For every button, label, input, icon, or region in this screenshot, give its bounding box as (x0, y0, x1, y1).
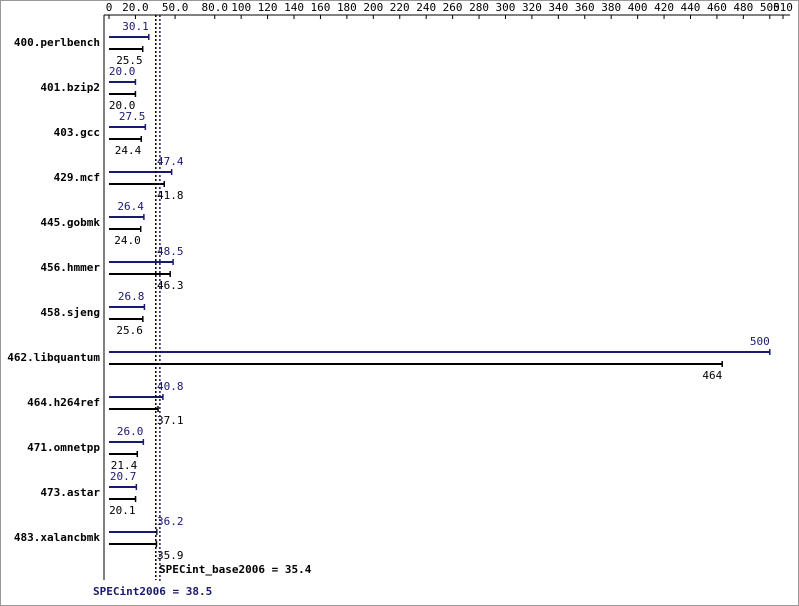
value-label: 26.4 (117, 200, 144, 213)
category-label: 429.mcf (54, 171, 100, 184)
x-tick-label: 360 (575, 1, 595, 14)
category-label: 473.astar (40, 486, 100, 499)
x-tick-label: 100 (231, 1, 251, 14)
category-label: 400.perlbench (14, 36, 100, 49)
x-tick-label: 260 (443, 1, 463, 14)
value-label: 27.5 (119, 110, 146, 123)
value-label: 20.0 (109, 65, 136, 78)
x-tick-label: 380 (601, 1, 621, 14)
x-tick-label: 80.0 (201, 1, 228, 14)
legend-label: SPECint2006 = 38.5 (93, 585, 212, 598)
x-tick-label: 420 (654, 1, 674, 14)
category-label: 445.gobmk (40, 216, 100, 229)
x-tick-label: 0 (106, 1, 113, 14)
x-tick-label: 120 (258, 1, 278, 14)
x-tick-label: 340 (548, 1, 568, 14)
category-label: 462.libquantum (7, 351, 100, 364)
x-tick-label: 20.0 (122, 1, 149, 14)
value-label: 20.0 (109, 99, 136, 112)
value-label: 47.4 (157, 155, 184, 168)
x-tick-label: 220 (390, 1, 410, 14)
value-label: 20.7 (110, 470, 137, 483)
x-tick-label: 200 (363, 1, 383, 14)
value-label: 24.4 (115, 144, 142, 157)
value-label: 41.8 (157, 189, 184, 202)
value-label: 25.5 (116, 54, 143, 67)
x-tick-label: 300 (496, 1, 516, 14)
category-label: 471.omnetpp (27, 441, 100, 454)
x-tick-label: 180 (337, 1, 357, 14)
x-tick-label: 280 (469, 1, 489, 14)
x-tick-label: 460 (707, 1, 727, 14)
value-label: 37.1 (157, 414, 184, 427)
x-tick-label: 400 (628, 1, 648, 14)
legend-label: SPECint_base2006 = 35.4 (159, 563, 312, 576)
category-label: 456.hmmer (40, 261, 100, 274)
value-label: 36.2 (157, 515, 184, 528)
value-label: 40.8 (157, 380, 184, 393)
value-label: 500 (750, 335, 770, 348)
category-label: 401.bzip2 (40, 81, 100, 94)
value-label: 20.1 (109, 504, 136, 517)
value-label: 48.5 (157, 245, 184, 258)
x-tick-label: 320 (522, 1, 542, 14)
category-label: 464.h264ref (27, 396, 100, 409)
x-tick-label: 240 (416, 1, 436, 14)
value-label: 25.6 (116, 324, 143, 337)
value-label: 46.3 (157, 279, 184, 292)
value-label: 30.1 (122, 20, 149, 33)
x-tick-label: 50.0 (162, 1, 189, 14)
category-label: 403.gcc (54, 126, 100, 139)
x-tick-label: 160 (311, 1, 331, 14)
value-label: 26.8 (118, 290, 145, 303)
value-label: 464 (702, 369, 722, 382)
category-label: 458.sjeng (40, 306, 100, 319)
value-label: 35.9 (157, 549, 184, 562)
x-tick-label: 500 (760, 1, 780, 14)
x-tick-label: 480 (733, 1, 753, 14)
category-label: 483.xalancbmk (14, 531, 100, 544)
value-label: 24.0 (114, 234, 141, 247)
value-label: 21.4 (111, 459, 138, 472)
x-tick-label: 140 (284, 1, 304, 14)
x-tick-label: 440 (681, 1, 701, 14)
x-tick-label: 510 (773, 1, 793, 14)
value-label: 26.0 (117, 425, 144, 438)
